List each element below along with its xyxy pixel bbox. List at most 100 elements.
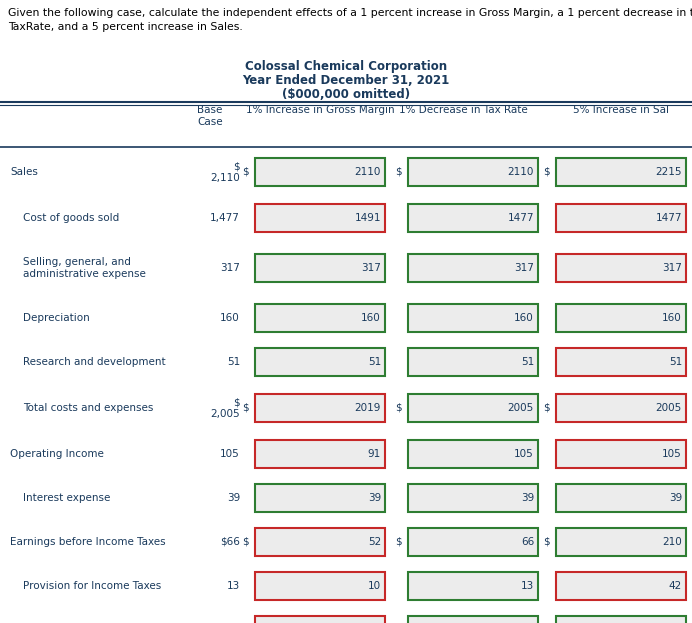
Bar bbox=[408, 616, 538, 623]
Bar bbox=[408, 204, 538, 232]
Text: 5% Increase in Sal: 5% Increase in Sal bbox=[573, 105, 669, 115]
Text: 51: 51 bbox=[367, 357, 381, 367]
Bar bbox=[255, 304, 385, 332]
Text: Total costs and expenses: Total costs and expenses bbox=[23, 403, 154, 413]
Text: 1% Increase in Gross Margin: 1% Increase in Gross Margin bbox=[246, 105, 394, 115]
Bar bbox=[255, 616, 385, 623]
Text: 160: 160 bbox=[361, 313, 381, 323]
Text: Given the following case, calculate the independent effects of a 1 percent incre: Given the following case, calculate the … bbox=[8, 8, 692, 32]
Text: Colossal Chemical Corporation: Colossal Chemical Corporation bbox=[245, 60, 447, 73]
Bar bbox=[556, 304, 686, 332]
Text: 13: 13 bbox=[227, 581, 240, 591]
Text: 105: 105 bbox=[220, 449, 240, 459]
Text: 2005: 2005 bbox=[656, 403, 682, 413]
Text: 160: 160 bbox=[514, 313, 534, 323]
Text: Operating Income: Operating Income bbox=[10, 449, 104, 459]
Text: 2110: 2110 bbox=[508, 167, 534, 177]
Text: 1491: 1491 bbox=[354, 213, 381, 223]
Text: 317: 317 bbox=[220, 263, 240, 273]
Bar bbox=[556, 394, 686, 422]
Bar bbox=[408, 440, 538, 468]
Bar bbox=[255, 254, 385, 282]
Text: 317: 317 bbox=[514, 263, 534, 273]
Bar bbox=[408, 304, 538, 332]
Bar bbox=[556, 484, 686, 512]
Text: 160: 160 bbox=[220, 313, 240, 323]
Text: 51: 51 bbox=[521, 357, 534, 367]
Text: ($000,000 omitted): ($000,000 omitted) bbox=[282, 88, 410, 101]
Text: Depreciation: Depreciation bbox=[23, 313, 90, 323]
Bar bbox=[556, 440, 686, 468]
Text: 10: 10 bbox=[368, 581, 381, 591]
Text: 2110: 2110 bbox=[354, 167, 381, 177]
Text: $: $ bbox=[543, 167, 549, 177]
Text: 160: 160 bbox=[662, 313, 682, 323]
Text: Sales: Sales bbox=[10, 167, 38, 177]
Bar bbox=[255, 348, 385, 376]
Text: Earnings before Income Taxes: Earnings before Income Taxes bbox=[10, 537, 165, 547]
Text: 2215: 2215 bbox=[655, 167, 682, 177]
Bar bbox=[556, 616, 686, 623]
Bar bbox=[255, 528, 385, 556]
Bar bbox=[408, 254, 538, 282]
Text: 39: 39 bbox=[521, 493, 534, 503]
Text: 1477: 1477 bbox=[655, 213, 682, 223]
Bar bbox=[556, 348, 686, 376]
Text: $: $ bbox=[395, 167, 401, 177]
Text: 39: 39 bbox=[367, 493, 381, 503]
Text: 39: 39 bbox=[227, 493, 240, 503]
Text: Base
Case: Base Case bbox=[197, 105, 223, 127]
Bar bbox=[556, 254, 686, 282]
Text: Provision for Income Taxes: Provision for Income Taxes bbox=[23, 581, 161, 591]
Bar bbox=[408, 348, 538, 376]
Text: 105: 105 bbox=[662, 449, 682, 459]
Bar bbox=[556, 204, 686, 232]
Text: 2005: 2005 bbox=[508, 403, 534, 413]
Bar bbox=[408, 484, 538, 512]
Text: 42: 42 bbox=[668, 581, 682, 591]
Text: 1,477: 1,477 bbox=[210, 213, 240, 223]
Bar bbox=[556, 158, 686, 186]
Text: 317: 317 bbox=[662, 263, 682, 273]
Text: $66: $66 bbox=[220, 537, 240, 547]
Text: 317: 317 bbox=[361, 263, 381, 273]
Text: Selling, general, and
administrative expense: Selling, general, and administrative exp… bbox=[23, 257, 146, 279]
Text: 66: 66 bbox=[521, 537, 534, 547]
Text: Year Ended December 31, 2021: Year Ended December 31, 2021 bbox=[242, 74, 450, 87]
Text: 1477: 1477 bbox=[507, 213, 534, 223]
Text: 13: 13 bbox=[521, 581, 534, 591]
Text: 210: 210 bbox=[662, 537, 682, 547]
Text: Cost of goods sold: Cost of goods sold bbox=[23, 213, 119, 223]
Bar bbox=[408, 394, 538, 422]
Bar bbox=[255, 158, 385, 186]
Bar bbox=[255, 204, 385, 232]
Text: $: $ bbox=[242, 167, 248, 177]
Text: 51: 51 bbox=[668, 357, 682, 367]
Bar bbox=[255, 484, 385, 512]
Text: $: $ bbox=[395, 403, 401, 413]
Text: 2019: 2019 bbox=[354, 403, 381, 413]
Bar bbox=[408, 572, 538, 600]
Bar bbox=[255, 440, 385, 468]
Text: $: $ bbox=[242, 403, 248, 413]
Text: $
2,005: $ 2,005 bbox=[210, 397, 240, 419]
Text: 1% Decrease in Tax Rate: 1% Decrease in Tax Rate bbox=[399, 105, 527, 115]
Text: $: $ bbox=[543, 403, 549, 413]
Text: 105: 105 bbox=[514, 449, 534, 459]
Text: $: $ bbox=[395, 537, 401, 547]
Text: Research and development: Research and development bbox=[23, 357, 165, 367]
Bar bbox=[556, 572, 686, 600]
Bar bbox=[255, 572, 385, 600]
Bar bbox=[408, 158, 538, 186]
Text: $: $ bbox=[242, 537, 248, 547]
Bar bbox=[408, 528, 538, 556]
Text: $: $ bbox=[543, 537, 549, 547]
Text: 51: 51 bbox=[227, 357, 240, 367]
Bar bbox=[556, 528, 686, 556]
Text: 52: 52 bbox=[367, 537, 381, 547]
Text: 39: 39 bbox=[668, 493, 682, 503]
Text: $
2,110: $ 2,110 bbox=[210, 161, 240, 183]
Text: Interest expense: Interest expense bbox=[23, 493, 111, 503]
Text: 91: 91 bbox=[367, 449, 381, 459]
Bar bbox=[255, 394, 385, 422]
